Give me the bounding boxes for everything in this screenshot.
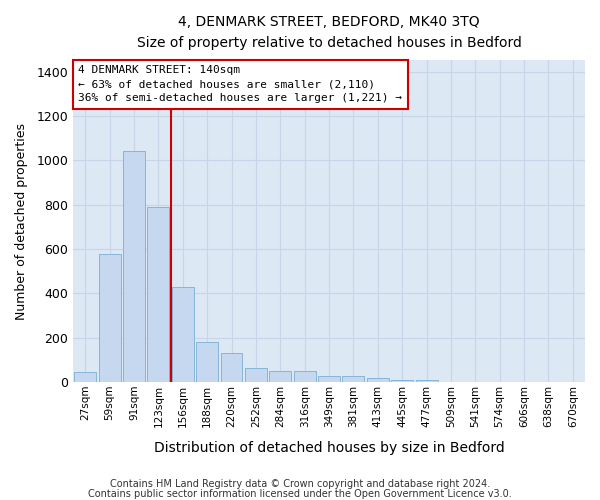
- Bar: [293, 371, 316, 382]
- Y-axis label: Number of detached properties: Number of detached properties: [15, 123, 28, 320]
- Bar: [416, 380, 437, 382]
- Bar: [318, 376, 340, 382]
- Text: 4 DENMARK STREET: 140sqm
← 63% of detached houses are smaller (2,110)
36% of sem: 4 DENMARK STREET: 140sqm ← 63% of detach…: [78, 66, 402, 104]
- Bar: [123, 152, 145, 382]
- Bar: [172, 287, 194, 382]
- Title: 4, DENMARK STREET, BEDFORD, MK40 3TQ
Size of property relative to detached house: 4, DENMARK STREET, BEDFORD, MK40 3TQ Siz…: [137, 15, 521, 50]
- Bar: [391, 380, 413, 382]
- Bar: [74, 372, 96, 382]
- Bar: [221, 354, 242, 382]
- Bar: [343, 376, 364, 382]
- Bar: [148, 207, 169, 382]
- Text: Contains HM Land Registry data © Crown copyright and database right 2024.: Contains HM Land Registry data © Crown c…: [110, 479, 490, 489]
- Bar: [367, 378, 389, 382]
- Bar: [98, 254, 121, 382]
- Bar: [269, 371, 291, 382]
- Bar: [245, 368, 267, 382]
- Text: Contains public sector information licensed under the Open Government Licence v3: Contains public sector information licen…: [88, 489, 512, 499]
- X-axis label: Distribution of detached houses by size in Bedford: Distribution of detached houses by size …: [154, 441, 505, 455]
- Bar: [196, 342, 218, 382]
